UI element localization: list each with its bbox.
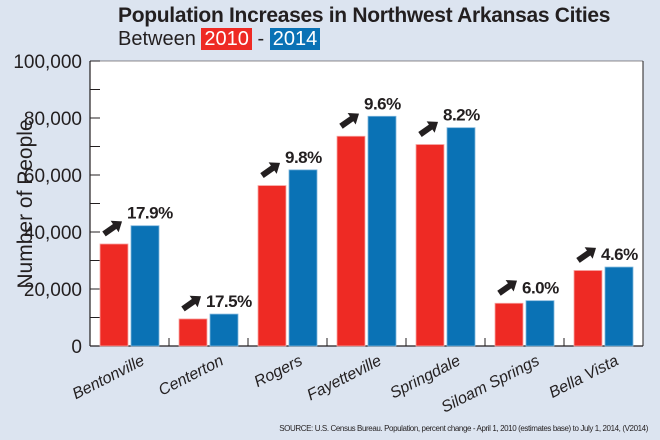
legend-2014: 2014 bbox=[269, 28, 321, 50]
bar-2014 bbox=[130, 225, 160, 347]
arrow-shaft bbox=[339, 115, 355, 129]
arrow-shaft bbox=[576, 249, 592, 263]
bar-2010 bbox=[99, 243, 129, 347]
bar-2010 bbox=[415, 144, 445, 347]
y-tick-label: 40,000 bbox=[24, 223, 82, 244]
arrow-shaft bbox=[181, 298, 197, 312]
increase-arrow-icon bbox=[260, 162, 281, 179]
increase-arrow-icon bbox=[497, 280, 518, 296]
chart-subtitle: Between 2010 - 2014 bbox=[118, 28, 321, 51]
chart-title: Population Increases in Northwest Arkans… bbox=[118, 4, 611, 27]
percent-change-label: 9.6% bbox=[364, 94, 401, 113]
subtitle-sep: - bbox=[257, 28, 265, 50]
bar-2014 bbox=[446, 127, 476, 347]
x-tick-label: Bentonville bbox=[70, 352, 148, 403]
arrow-head bbox=[584, 247, 597, 259]
percent-change-label: 9.8% bbox=[285, 148, 322, 167]
x-tick-label: Centerton bbox=[156, 352, 226, 399]
x-tick-label: Fayetteville bbox=[304, 352, 384, 404]
percent-change-label: 8.2% bbox=[443, 106, 480, 125]
increase-arrow-icon bbox=[418, 121, 439, 137]
bar-2014 bbox=[209, 313, 239, 347]
x-tick-label: Bella Vista bbox=[546, 352, 621, 401]
percent-change-label: 17.9% bbox=[127, 204, 173, 223]
y-tick-label: 60,000 bbox=[24, 166, 82, 187]
bar-2010 bbox=[573, 270, 603, 347]
arrow-shaft bbox=[497, 282, 513, 296]
arrow-shaft bbox=[102, 223, 118, 237]
arrow-head bbox=[110, 220, 123, 233]
legend-2010: 2010 bbox=[201, 28, 252, 50]
percent-change-label: 17.5% bbox=[206, 292, 252, 311]
bar-2014 bbox=[604, 266, 634, 347]
y-tick-label: 20,000 bbox=[24, 280, 82, 301]
arrow-head bbox=[268, 162, 281, 174]
arrow-shaft bbox=[418, 124, 434, 137]
y-tick-label: 80,000 bbox=[24, 109, 82, 130]
source-note: SOURCE: U.S. Census Bureau. Population, … bbox=[279, 424, 648, 433]
y-tick-label: 100,000 bbox=[13, 52, 82, 73]
subtitle-prefix: Between bbox=[118, 28, 196, 50]
bar-2010 bbox=[178, 318, 208, 347]
percent-change-label: 6.0% bbox=[522, 279, 559, 298]
arrow-head bbox=[347, 113, 360, 125]
bar-2010 bbox=[336, 135, 366, 347]
x-tick-label: Rogers bbox=[252, 352, 306, 391]
bar-2010 bbox=[494, 302, 524, 347]
arrow-head bbox=[189, 295, 202, 308]
plot-area bbox=[90, 61, 643, 346]
bar-2010 bbox=[257, 185, 287, 347]
arrow-head bbox=[426, 121, 439, 133]
increase-arrow-icon bbox=[102, 220, 123, 237]
increase-arrow-icon bbox=[181, 295, 202, 312]
percent-change-label: 4.6% bbox=[601, 245, 638, 264]
increase-arrow-icon bbox=[576, 247, 597, 263]
bar-2014 bbox=[525, 300, 555, 347]
arrow-head bbox=[505, 280, 518, 292]
y-axis-label: Number of People bbox=[14, 119, 37, 288]
bar-2014 bbox=[288, 169, 318, 347]
arrow-shaft bbox=[260, 165, 276, 179]
increase-arrow-icon bbox=[339, 113, 360, 129]
y-tick-label: 0 bbox=[71, 337, 82, 358]
bar-2014 bbox=[367, 115, 397, 347]
